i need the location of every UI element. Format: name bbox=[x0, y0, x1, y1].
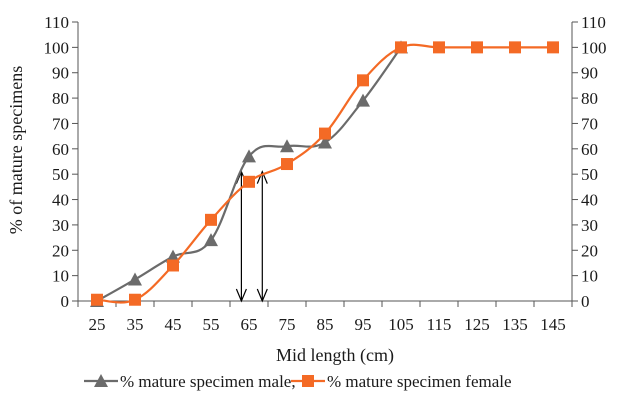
y-axis-title: % of mature specimens bbox=[6, 66, 26, 234]
arrow-head-up bbox=[256, 170, 268, 184]
data-point bbox=[243, 175, 255, 188]
data-point bbox=[281, 158, 293, 171]
data-point bbox=[433, 41, 445, 54]
x-axis-title: Mid length (cm) bbox=[276, 345, 394, 366]
y-tick-label-left: 10 bbox=[52, 267, 69, 286]
y-tick-label-left: 80 bbox=[52, 89, 69, 108]
x-tick-label: 105 bbox=[388, 315, 414, 334]
y-tick-label-right: 110 bbox=[581, 13, 606, 32]
x-tick-label: 95 bbox=[355, 315, 372, 334]
data-point bbox=[166, 249, 180, 263]
data-point bbox=[356, 93, 370, 107]
data-point bbox=[242, 149, 256, 163]
x-tick-label: 35 bbox=[127, 315, 144, 334]
y-tick-label-left: 50 bbox=[52, 165, 69, 184]
data-point bbox=[205, 213, 217, 226]
data-point bbox=[318, 135, 332, 149]
series-line bbox=[96, 43, 553, 304]
y-tick-label-left: 100 bbox=[44, 38, 70, 57]
arrow-head-down bbox=[256, 288, 268, 303]
y-tick-label-right: 10 bbox=[581, 267, 598, 286]
x-tick-label: 65 bbox=[241, 315, 258, 334]
y-tick-label-right: 70 bbox=[581, 114, 598, 133]
x-tick-label: 135 bbox=[502, 315, 528, 334]
y-tick-label-left: 60 bbox=[52, 140, 69, 159]
y-tick-label-right: 100 bbox=[581, 38, 607, 57]
y-tick-label-right: 20 bbox=[581, 241, 598, 260]
x-tick-label: 115 bbox=[427, 315, 452, 334]
y-axis-left: 0 10 20 30 40 50 60 70 80 90 100 110 bbox=[44, 13, 79, 311]
series-line bbox=[96, 46, 402, 302]
series-layer bbox=[90, 40, 559, 307]
y-tick-label-left: 40 bbox=[52, 191, 69, 210]
legend-label: % mature specimen female bbox=[327, 372, 512, 391]
data-point bbox=[319, 127, 331, 140]
x-tick-label: 25 bbox=[89, 315, 106, 334]
y-tick-label-right: 60 bbox=[581, 140, 598, 159]
data-point bbox=[357, 74, 369, 87]
legend: % mature specimen male, % mature specimen… bbox=[84, 372, 512, 391]
legend-label: % mature specimen male, bbox=[120, 372, 296, 391]
arrow-head-down bbox=[235, 288, 247, 303]
data-point bbox=[471, 41, 483, 54]
data-point bbox=[547, 41, 559, 54]
x-tick-label: 55 bbox=[203, 315, 220, 334]
y-tick-label-left: 0 bbox=[61, 292, 70, 311]
data-point bbox=[129, 293, 141, 306]
x-tick-label: 85 bbox=[317, 315, 334, 334]
y-tick-label-left: 30 bbox=[52, 216, 69, 235]
data-point bbox=[91, 293, 103, 306]
y-tick-label-left: 90 bbox=[52, 64, 69, 83]
y-tick-label-left: 20 bbox=[52, 241, 69, 260]
legend-swatch-marker bbox=[302, 375, 314, 387]
data-point bbox=[280, 139, 294, 153]
y-tick-label-right: 0 bbox=[581, 292, 590, 311]
y-tick-label-left: 70 bbox=[52, 114, 69, 133]
x-tick-label: 145 bbox=[540, 315, 566, 334]
data-point bbox=[395, 41, 407, 54]
y-axis-right: 0 10 20 30 40 50 60 70 80 90 100 110 bbox=[571, 13, 607, 311]
data-point bbox=[509, 41, 521, 54]
y-tick-label-right: 40 bbox=[581, 191, 598, 210]
data-point bbox=[128, 272, 142, 286]
y-tick-label-right: 80 bbox=[581, 89, 598, 108]
data-point bbox=[167, 259, 179, 272]
x-tick-label: 125 bbox=[464, 315, 490, 334]
annotations bbox=[235, 170, 268, 303]
series-female bbox=[91, 41, 559, 306]
legend-swatch-marker bbox=[94, 374, 108, 387]
x-tick-label: 75 bbox=[279, 315, 296, 334]
x-tick-label: 45 bbox=[165, 315, 182, 334]
y-tick-label-right: 30 bbox=[581, 216, 598, 235]
x-axis: 25 35 45 55 65 75 85 95 105 115 125 135 145 bbox=[77, 300, 573, 334]
data-point bbox=[204, 233, 218, 247]
y-tick-label-right: 90 bbox=[581, 64, 598, 83]
y-tick-label-left: 110 bbox=[44, 13, 69, 32]
y-tick-label-right: 50 bbox=[581, 165, 598, 184]
